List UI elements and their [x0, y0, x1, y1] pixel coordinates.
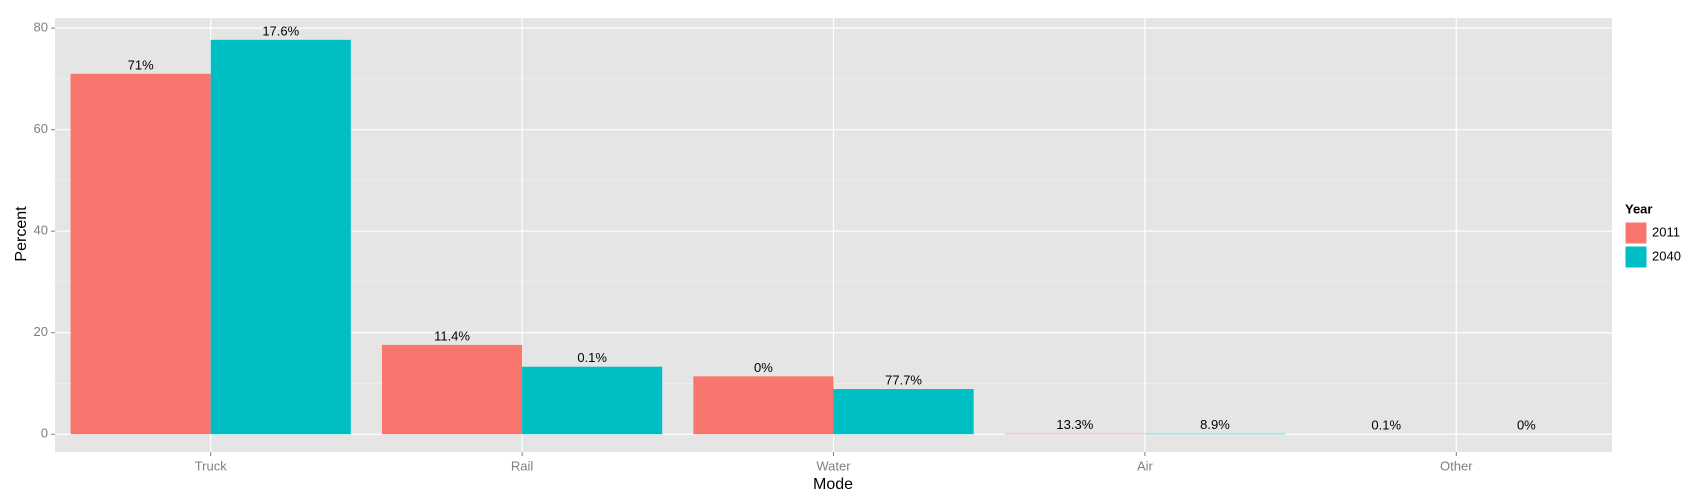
y-tick-label: 20 [34, 324, 48, 339]
y-tick-label: 80 [34, 20, 48, 35]
bar-annotation: 0.1% [577, 350, 607, 365]
bar-annotation: 71% [128, 57, 154, 72]
legend-label: 2011 [1652, 224, 1680, 239]
bar [1144, 433, 1286, 435]
x-tick-label: Water [816, 458, 851, 473]
x-axis-title: Mode [813, 476, 853, 493]
y-tick-label: 40 [34, 223, 48, 238]
y-axis-title: Percent [13, 206, 30, 262]
bar-annotation: 0% [754, 360, 773, 375]
x-tick-label: Rail [511, 458, 534, 473]
bar-annotation: 0.1% [1371, 418, 1401, 433]
y-tick-label: 60 [34, 121, 48, 136]
bar [693, 376, 834, 435]
bar [210, 39, 351, 435]
bar [381, 344, 523, 435]
bar [833, 389, 974, 435]
bar [522, 366, 663, 435]
bar-annotation: 77.7% [885, 372, 922, 387]
x-tick-label: Other [1440, 458, 1473, 473]
x-tick-label: Air [1137, 458, 1154, 473]
bar-annotation: 8.9% [1200, 417, 1230, 432]
legend-title: Year [1625, 201, 1652, 216]
bar-annotation: 11.4% [434, 328, 470, 343]
legend-label: 2040 [1652, 248, 1681, 263]
bar-annotation: 17.6% [262, 23, 299, 38]
bar-annotation: 13.3% [1056, 417, 1093, 432]
bar [70, 73, 211, 435]
bar [1004, 433, 1145, 435]
bar-annotation: 0% [1517, 418, 1536, 433]
y-tick-label: 0 [41, 426, 48, 441]
legend-swatch [1624, 245, 1648, 269]
x-tick-label: Truck [195, 458, 228, 473]
legend-swatch [1624, 221, 1648, 245]
